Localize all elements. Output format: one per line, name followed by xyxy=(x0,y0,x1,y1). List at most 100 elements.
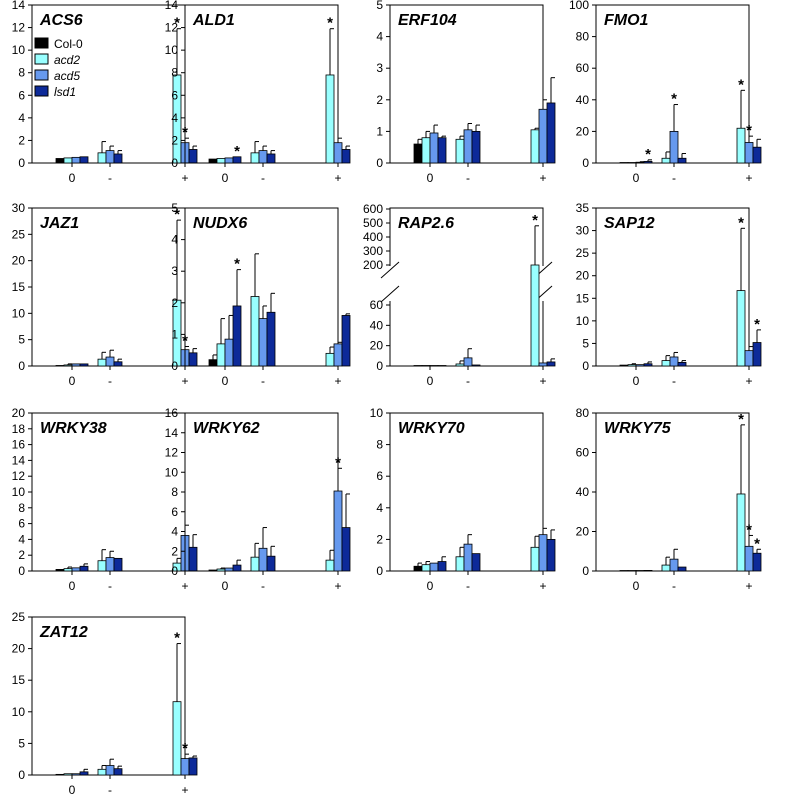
legend-label-acd2: acd2 xyxy=(54,53,80,67)
significance-star: * xyxy=(645,146,651,163)
y-tick-label: 2 xyxy=(376,93,383,107)
y-tick-label: 1 xyxy=(376,124,383,138)
y-tick-label: 14 xyxy=(12,453,26,467)
chart-title: WRKY70 xyxy=(398,420,465,437)
x-tick-label: + xyxy=(539,374,546,388)
bar-acd2-1 xyxy=(250,152,260,164)
y-tick-label: 0 xyxy=(18,564,25,578)
legend-label-col0: Col-0 xyxy=(54,37,83,51)
bar-lsd1-1 xyxy=(677,157,687,164)
significance-star: * xyxy=(738,411,744,428)
x-tick-label: + xyxy=(745,374,752,388)
bar-acd5-0 xyxy=(224,567,234,572)
x-tick-label: - xyxy=(672,171,676,185)
bar-lsd1-1 xyxy=(113,768,123,776)
bar-acd2-0 xyxy=(216,158,226,164)
bar-lsd1-2 xyxy=(341,149,351,164)
y-tick-label: 2 xyxy=(171,544,178,558)
y-tick-label: 5 xyxy=(582,336,589,350)
bar-acd5-1 xyxy=(258,318,268,367)
y-tick-label: 40 xyxy=(576,93,590,107)
x-tick-label: 0 xyxy=(69,783,76,797)
bar-lsd1-1 xyxy=(266,311,276,367)
panel-nudx6: NUDX6 0 1 2 3 4 5 0 - + * xyxy=(171,201,351,388)
legend: Col-0 acd2 acd5 lsd1 xyxy=(34,37,83,99)
bar-acd2-2 xyxy=(736,127,746,164)
bar-acd2-2 xyxy=(736,290,746,367)
y-tick-label: 10 xyxy=(12,306,26,320)
chart-title: SAP12 xyxy=(604,215,655,232)
y-tick-label: 0 xyxy=(18,768,25,782)
y-tick-label: 10 xyxy=(165,43,179,57)
legend-swatch-acd5 xyxy=(34,69,49,81)
y-tick-label: 15 xyxy=(12,280,26,294)
bar-acd5-2 xyxy=(538,534,548,572)
bar-lsd1-0 xyxy=(643,363,653,367)
bar-acd2-0 xyxy=(63,773,73,776)
bar-acd5-2 xyxy=(744,350,754,367)
bar-col-0-0 xyxy=(413,365,423,367)
significance-star: * xyxy=(746,122,752,139)
panel-sap12: SAP12 0 5 10 15 20 25 30 35 0 - + * * xyxy=(576,201,762,388)
bar-lsd1-2 xyxy=(752,342,762,367)
significance-star: * xyxy=(327,15,333,32)
bar-acd5-1 xyxy=(463,129,473,164)
significance-star: * xyxy=(174,630,180,647)
y-tick-label: 200 xyxy=(363,258,383,272)
y-tick-label: 10 xyxy=(576,314,590,328)
y-tick-label: 4 xyxy=(171,111,178,125)
y-tick-label: 25 xyxy=(12,227,26,241)
significance-star: * xyxy=(182,740,188,757)
bar-col-0-0 xyxy=(413,565,423,572)
bar-lsd1-0 xyxy=(79,363,89,367)
panel-zat12: ZAT12 0 5 10 15 20 25 0 - + * * xyxy=(12,610,198,797)
bar-col-0-0 xyxy=(413,143,423,164)
bar-lsd1-0 xyxy=(232,156,242,164)
bar-lsd1-2 xyxy=(546,361,556,367)
bar-acd5-1 xyxy=(258,150,268,164)
bar-acd2-1 xyxy=(97,768,107,776)
y-tick-label: 6 xyxy=(376,469,383,483)
bar-acd2-1 xyxy=(250,296,260,367)
bar-lsd1-2 xyxy=(546,102,556,164)
bar-acd5-1 xyxy=(669,558,679,572)
y-tick-label: 60 xyxy=(576,61,590,75)
bar-lsd1-2 xyxy=(188,352,198,367)
y-tick-label: 3 xyxy=(376,61,383,75)
y-tick-label: 2 xyxy=(18,548,25,562)
y-tick-label: 18 xyxy=(12,422,26,436)
bar-col-0-0 xyxy=(55,569,65,572)
x-tick-label: 0 xyxy=(633,374,640,388)
bar-acd5-2 xyxy=(333,343,343,367)
bar-acd5-1 xyxy=(105,765,115,776)
bar-acd5-2 xyxy=(333,142,343,164)
bar-lsd1-0 xyxy=(79,771,89,776)
significance-star: * xyxy=(174,15,180,32)
bar-lsd1-0 xyxy=(437,137,447,164)
y-tick-label: 12 xyxy=(165,21,179,35)
bar-col-0-0 xyxy=(619,162,629,164)
bar-lsd1-1 xyxy=(113,557,123,572)
bar-acd2-1 xyxy=(661,157,671,164)
y-tick-label: 25 xyxy=(576,246,590,260)
x-tick-label: + xyxy=(181,783,188,797)
x-tick-label: - xyxy=(108,579,112,593)
x-tick-label: - xyxy=(466,579,470,593)
x-tick-label: - xyxy=(108,374,112,388)
x-tick-label: 0 xyxy=(633,171,640,185)
bar-lsd1-1 xyxy=(113,361,123,367)
bar-acd5-2 xyxy=(180,758,190,776)
bar-acd5-0 xyxy=(429,365,439,367)
bar-acd2-1 xyxy=(97,358,107,367)
x-tick-label: 0 xyxy=(633,579,640,593)
y-tick-label: 80 xyxy=(576,406,590,420)
y-tick-label: 6 xyxy=(18,517,25,531)
bar-acd5-0 xyxy=(71,773,81,776)
legend-swatch-col0 xyxy=(34,37,49,49)
y-tick-label: 35 xyxy=(576,201,590,215)
bar-acd5-0 xyxy=(635,161,645,164)
